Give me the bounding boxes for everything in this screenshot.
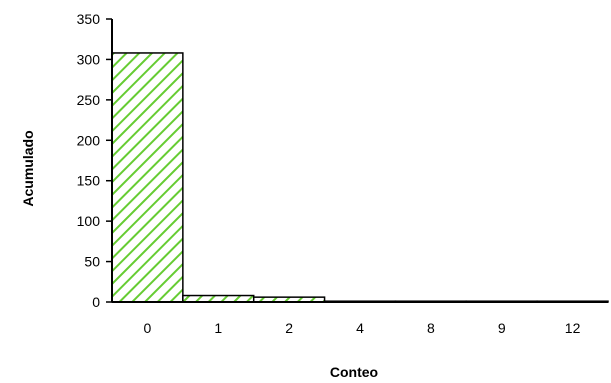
x-tick-label: 9 bbox=[498, 320, 506, 336]
y-axis-ticks: 0 50 100 150 200 250 300 350 bbox=[77, 11, 112, 310]
y-tick-label: 200 bbox=[77, 132, 101, 148]
y-tick-label: 100 bbox=[77, 213, 101, 229]
y-tick-label: 250 bbox=[77, 92, 101, 108]
y-axis-title: Acumulado bbox=[20, 130, 36, 206]
y-tick-label: 350 bbox=[77, 11, 101, 27]
y-tick-label: 0 bbox=[92, 294, 100, 310]
x-tick-label: 8 bbox=[427, 320, 435, 336]
x-tick-label: 0 bbox=[144, 320, 152, 336]
y-tick-label: 300 bbox=[77, 51, 101, 67]
bars bbox=[111, 52, 609, 303]
x-tick-label: 12 bbox=[565, 320, 581, 336]
x-tick-label: 4 bbox=[356, 320, 364, 336]
x-tick-label: 2 bbox=[285, 320, 293, 336]
x-tick-label: 1 bbox=[214, 320, 222, 336]
bar-0 bbox=[111, 52, 184, 303]
x-axis-title: Conteo bbox=[330, 364, 378, 380]
x-axis-ticks: 0 1 2 4 8 9 12 bbox=[144, 320, 581, 336]
y-tick-label: 150 bbox=[77, 173, 101, 189]
y-tick-label: 50 bbox=[84, 254, 100, 270]
